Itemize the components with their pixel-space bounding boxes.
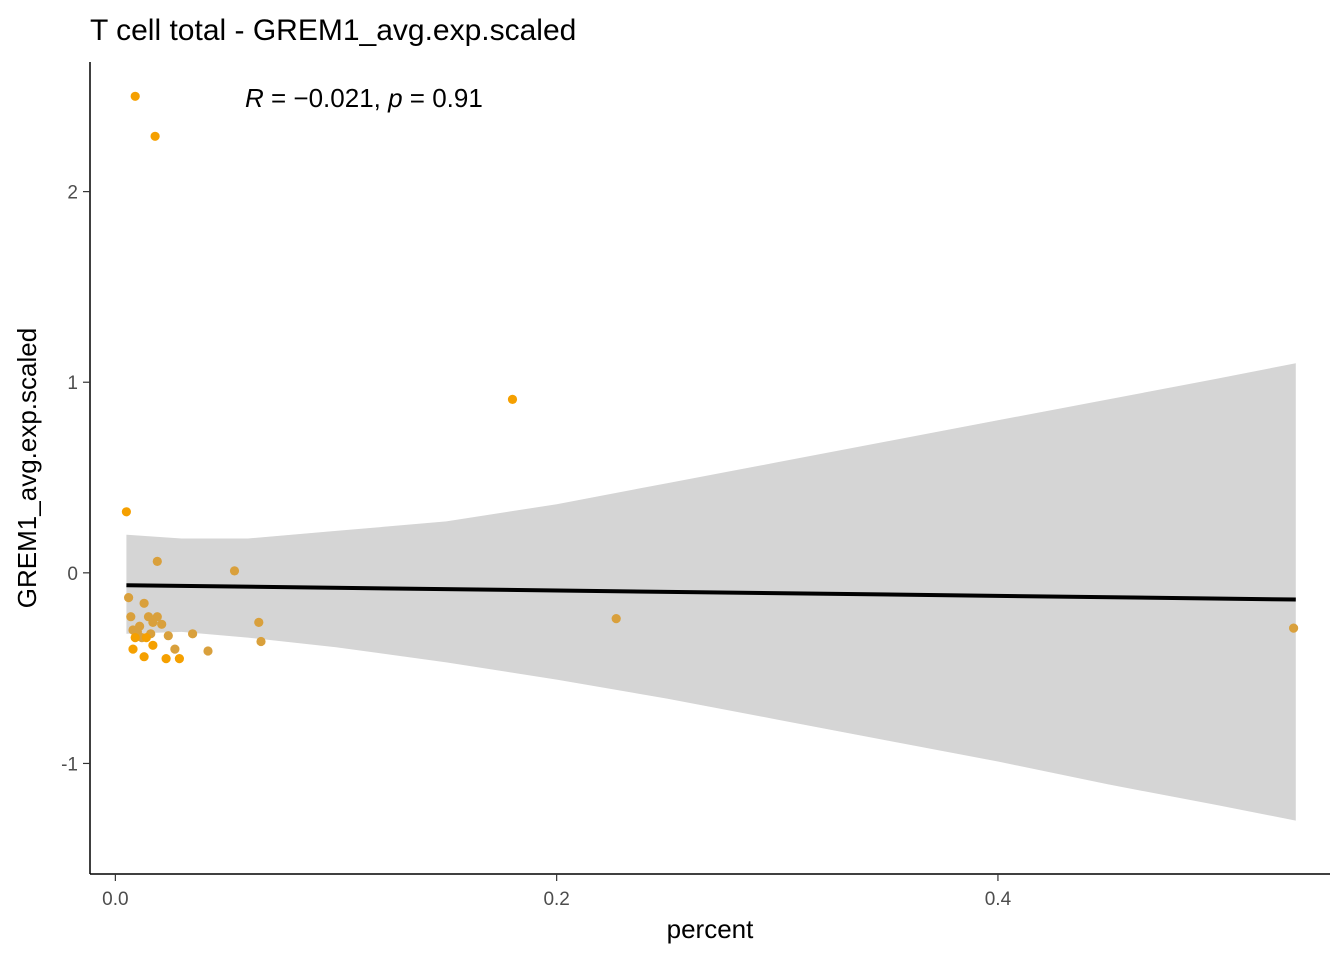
r-symbol: R [245,83,264,113]
plot-area [121,91,1299,821]
p-symbol: p [387,83,402,113]
chart-title: T cell total - GREM1_avg.exp.scaled [90,14,576,47]
data-point [174,654,184,664]
x-tick-label: 0.2 [543,889,569,910]
data-point [139,652,149,662]
y-tick-label: -1 [61,754,78,775]
data-point [229,566,240,576]
y-axis-label: GREM1_avg.exp.scaled [12,328,42,608]
data-point [256,636,266,647]
data-point [611,614,621,624]
data-point [203,646,213,656]
data-point [157,619,167,629]
data-point [161,654,171,664]
data-point [163,631,173,641]
y-tick-label: 0 [67,564,78,585]
data-point [126,612,136,622]
data-point [507,394,518,404]
x-axis-label: percent [667,914,754,944]
y-axis-ticks: -1 0 1 2 [61,183,90,775]
p-value: = 0.91 [403,83,483,113]
data-point [148,617,158,628]
data-point [254,617,264,628]
data-point [170,644,180,654]
data-point [121,507,131,517]
x-axis-ticks: 0.0 0.2 0.4 [102,874,1012,910]
data-point [152,556,162,567]
data-point [130,91,140,101]
data-point [130,633,140,643]
y-tick-label: 2 [67,183,78,204]
r-value: = −0.021, [264,83,388,113]
data-point [124,593,134,603]
y-tick-label: 1 [67,373,78,394]
data-point [188,629,198,639]
data-point [141,633,151,643]
fit-line-layer [126,583,1296,602]
data-point [128,644,138,654]
data-point [150,131,160,141]
x-tick-label: 0.4 [985,889,1012,910]
regression-line [126,583,1296,602]
points-layer [121,91,1299,664]
data-point [139,598,149,608]
data-point [1289,623,1299,633]
x-tick-label: 0.0 [102,889,128,910]
data-point [148,640,158,650]
correlation-annotation: R = −0.021, p = 0.91 [245,83,483,113]
